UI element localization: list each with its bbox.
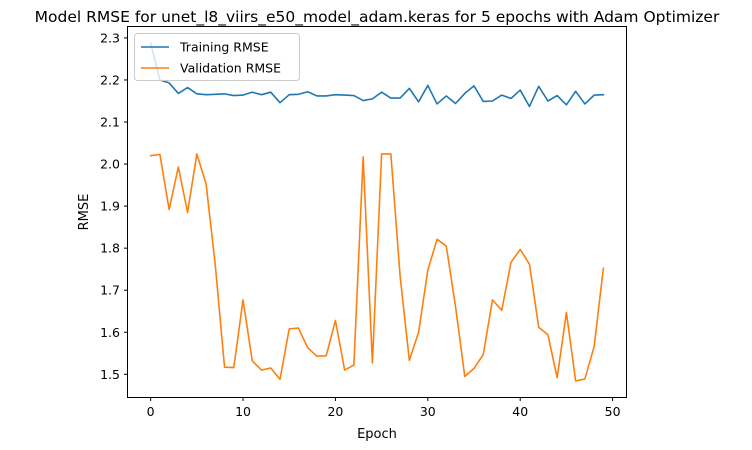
- x-tick-label: 10: [235, 404, 251, 419]
- training-rmse-line: [149, 42, 605, 108]
- x-tick-label: 30: [420, 404, 436, 419]
- legend: Training RMSE Validation RMSE: [134, 33, 300, 81]
- legend-label-validation: Validation RMSE: [180, 61, 281, 76]
- y-tick-label: 2.2: [100, 72, 120, 87]
- x-tick-label: 40: [512, 404, 528, 419]
- x-tick-label: 50: [605, 404, 621, 419]
- legend-box: [134, 33, 300, 81]
- y-tick-label: 2.0: [100, 157, 120, 172]
- y-tick-label: 1.8: [100, 241, 120, 256]
- x-tick-label: 20: [327, 404, 343, 419]
- plot-content: [149, 42, 605, 382]
- y-axis-label: RMSE: [77, 194, 92, 231]
- plot-frame: [127, 26, 627, 398]
- y-tick-label: 1.6: [100, 325, 120, 340]
- validation-rmse-line: [149, 153, 605, 382]
- y-tick-label: 2.3: [100, 30, 120, 45]
- chart-title: Model RMSE for unet_l8_viirs_e50_model_a…: [35, 8, 720, 27]
- y-tick-label: 1.9: [100, 199, 120, 214]
- x-axis-label: Epoch: [357, 427, 397, 442]
- x-axis: 0 10 20 30 40 50: [147, 397, 621, 419]
- y-tick-label: 1.7: [100, 283, 120, 298]
- legend-label-training: Training RMSE: [179, 40, 269, 55]
- y-tick-label: 1.5: [100, 367, 120, 382]
- y-axis: 1.5 1.6 1.7 1.8 1.9 2.0 2.1 2.2 2.3: [100, 30, 128, 382]
- y-tick-label: 2.1: [100, 115, 120, 130]
- x-tick-label: 0: [147, 404, 155, 419]
